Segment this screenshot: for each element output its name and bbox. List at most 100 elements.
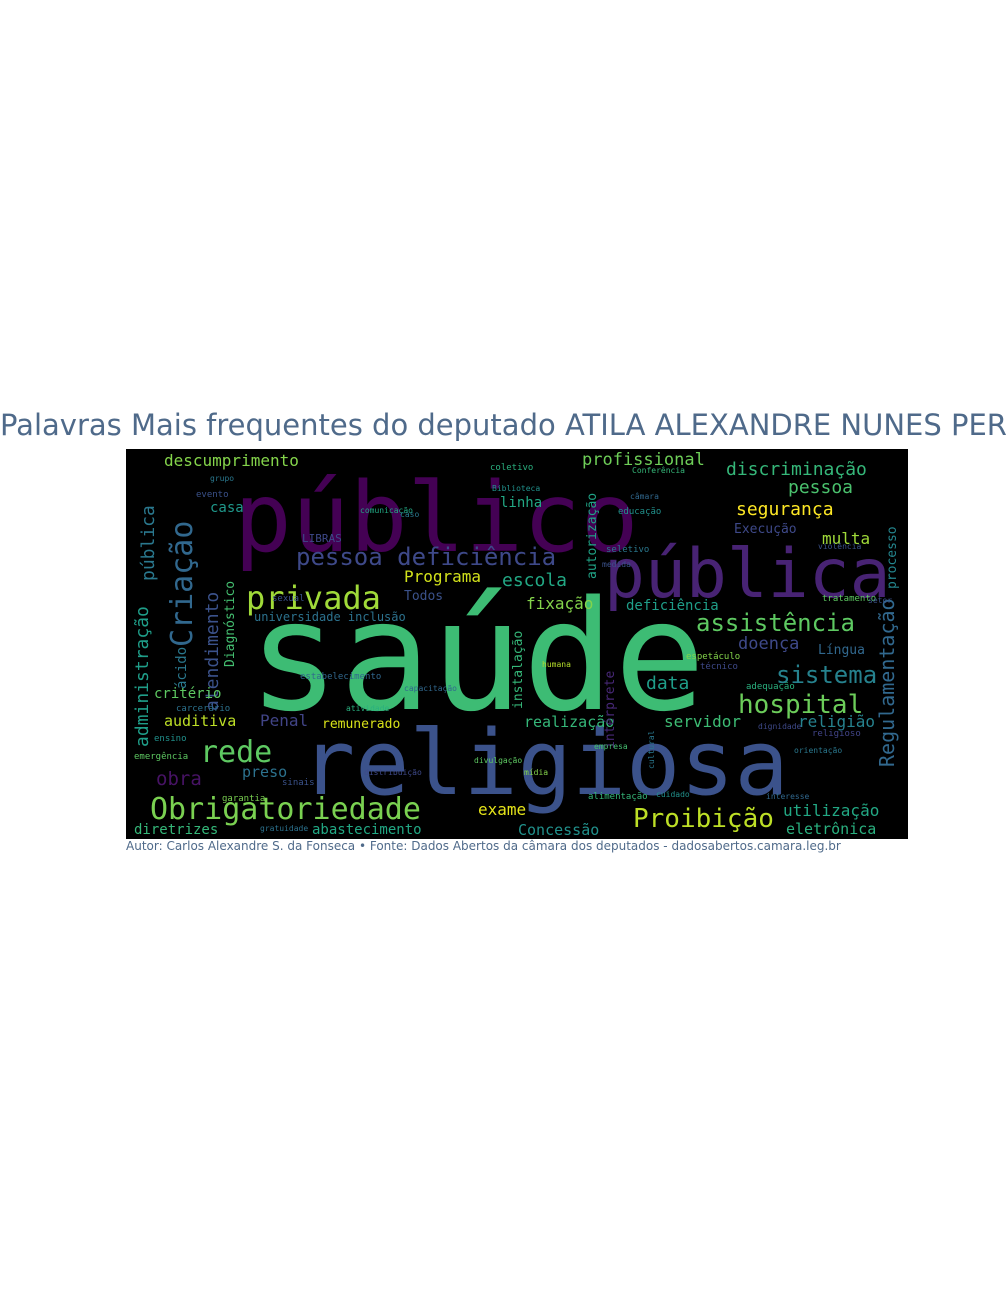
cloud-word: caso: [400, 510, 419, 519]
cloud-word: Diagnóstico: [223, 581, 238, 667]
cloud-word: processo: [885, 526, 900, 589]
page-title: Palavras Mais frequentes do deputado ATI…: [0, 408, 1008, 442]
cloud-word: orientação: [794, 746, 842, 755]
cloud-word: saúde: [248, 568, 706, 745]
cloud-word: cuidado: [656, 790, 690, 799]
cloud-word: violência: [818, 541, 862, 551]
title-text: Palavras Mais frequentes do deputado ATI…: [0, 408, 1008, 442]
cloud-word: técnico: [700, 661, 738, 672]
cloud-word: seletivo: [606, 545, 649, 555]
cloud-word: estabelecimento: [300, 672, 381, 682]
cloud-word: casa: [210, 500, 244, 516]
cloud-word: profissional: [582, 450, 705, 470]
cloud-word: escola: [502, 570, 567, 591]
word-cloud: saúde público religiosa pública Obrigatoried…: [126, 449, 908, 839]
cloud-word: educação: [618, 507, 661, 517]
cloud-word: instalação: [511, 631, 526, 709]
cloud-word: Concessão: [518, 821, 599, 839]
cloud-word: religiosa: [301, 711, 789, 816]
cloud-word: descumprimento: [164, 451, 299, 470]
cloud-word: remunerado: [322, 717, 400, 732]
cloud-word: gratuidade: [260, 824, 308, 833]
cloud-word: mídia: [524, 768, 548, 777]
cloud-word: Língua: [818, 643, 865, 658]
cloud-word: pessoa: [788, 477, 853, 498]
cloud-word: autorização: [585, 493, 600, 579]
cloud-word: fixação: [526, 594, 593, 613]
cloud-word: sinais: [282, 778, 315, 788]
cloud-word: divulgação: [474, 756, 522, 765]
cloud-word: exame: [478, 800, 526, 819]
cloud-word: capacitação: [404, 684, 457, 693]
cloud-word: critério: [154, 686, 221, 702]
source-credit: Autor: Carlos Alexandre S. da Fonseca • …: [126, 839, 841, 853]
cloud-word: assistência: [696, 609, 855, 637]
cloud-word: privada: [246, 579, 381, 617]
cloud-word: comunicação: [360, 506, 413, 515]
cloud-word: realização: [524, 713, 614, 731]
cloud-word: Programa: [404, 567, 481, 586]
cloud-word: tratamento: [822, 594, 876, 604]
cloud-word: Regulamentação: [875, 598, 899, 767]
cloud-word: carcerário: [176, 704, 230, 714]
cloud-word: setor: [868, 596, 892, 605]
cloud-word: cultural: [647, 730, 656, 769]
cloud-word: sexual: [272, 594, 305, 604]
cloud-word: câmara: [630, 492, 659, 501]
cloud-word: emergência: [134, 751, 188, 762]
cloud-word: utilização: [783, 801, 879, 820]
cloud-word: rede: [200, 735, 272, 770]
cloud-word: atividade: [346, 704, 390, 713]
cloud-word: hospital: [738, 690, 863, 720]
cloud-word: Todos: [404, 589, 443, 604]
cloud-word: auditiva: [164, 712, 236, 730]
cloud-word: Penal: [260, 711, 308, 730]
cloud-word: humana: [542, 660, 571, 669]
cloud-word: evento: [196, 490, 229, 500]
cloud-word: segurança: [736, 499, 834, 520]
cloud-word: linha: [500, 495, 542, 511]
cloud-word: espetáculo: [686, 652, 740, 662]
cloud-word: ácido: [174, 647, 190, 689]
cloud-word: grupo: [210, 474, 234, 483]
cloud-word: abastecimento: [312, 822, 422, 838]
cloud-word: doença: [738, 634, 799, 654]
cloud-word: interesse: [766, 792, 810, 801]
cloud-word: Proibição: [633, 804, 774, 834]
cloud-word: público: [234, 462, 639, 574]
cloud-word: Execução: [734, 522, 797, 537]
cloud-word: administração: [132, 606, 153, 747]
cloud-word: adequação: [746, 682, 795, 692]
cloud-word: servidor: [664, 712, 741, 731]
cloud-word: religião: [798, 712, 875, 731]
cloud-word: universidade inclusão: [254, 610, 406, 624]
cloud-word: empresa: [594, 742, 628, 751]
cloud-word: intérprete: [603, 671, 618, 749]
cloud-word: multa: [822, 529, 870, 548]
cloud-word: pessoa deficiência: [296, 543, 556, 571]
cloud-word: Criação: [165, 521, 200, 647]
cloud-word: dignidade: [758, 722, 802, 731]
cloud-word: garantia: [222, 794, 265, 804]
cloud-word: atendimento: [202, 592, 223, 711]
cloud-word: medida: [602, 560, 631, 569]
cloud-word: Obrigatoriedade: [150, 792, 421, 827]
cloud-word: Conferência: [632, 465, 685, 475]
cloud-word: data: [646, 673, 689, 694]
cloud-word: alimentação: [588, 792, 648, 802]
cloud-word: ensino: [154, 734, 187, 744]
cloud-word: Biblioteca: [492, 484, 540, 493]
cloud-word: diretrizes: [134, 822, 218, 838]
cloud-word: preso: [242, 763, 287, 781]
cloud-word: sistema: [776, 661, 877, 689]
cloud-word: LIBRAS: [302, 532, 342, 545]
cloud-word: religioso: [812, 729, 861, 739]
cloud-word: pública: [138, 505, 159, 581]
cloud-word: coletivo: [490, 463, 533, 473]
cloud-word: deficiência: [626, 598, 719, 614]
cloud-word: discriminação: [726, 459, 867, 480]
cloud-word: eletrônica: [786, 820, 876, 838]
cloud-word: pública: [604, 535, 891, 614]
cloud-word: distribuição: [364, 768, 422, 777]
